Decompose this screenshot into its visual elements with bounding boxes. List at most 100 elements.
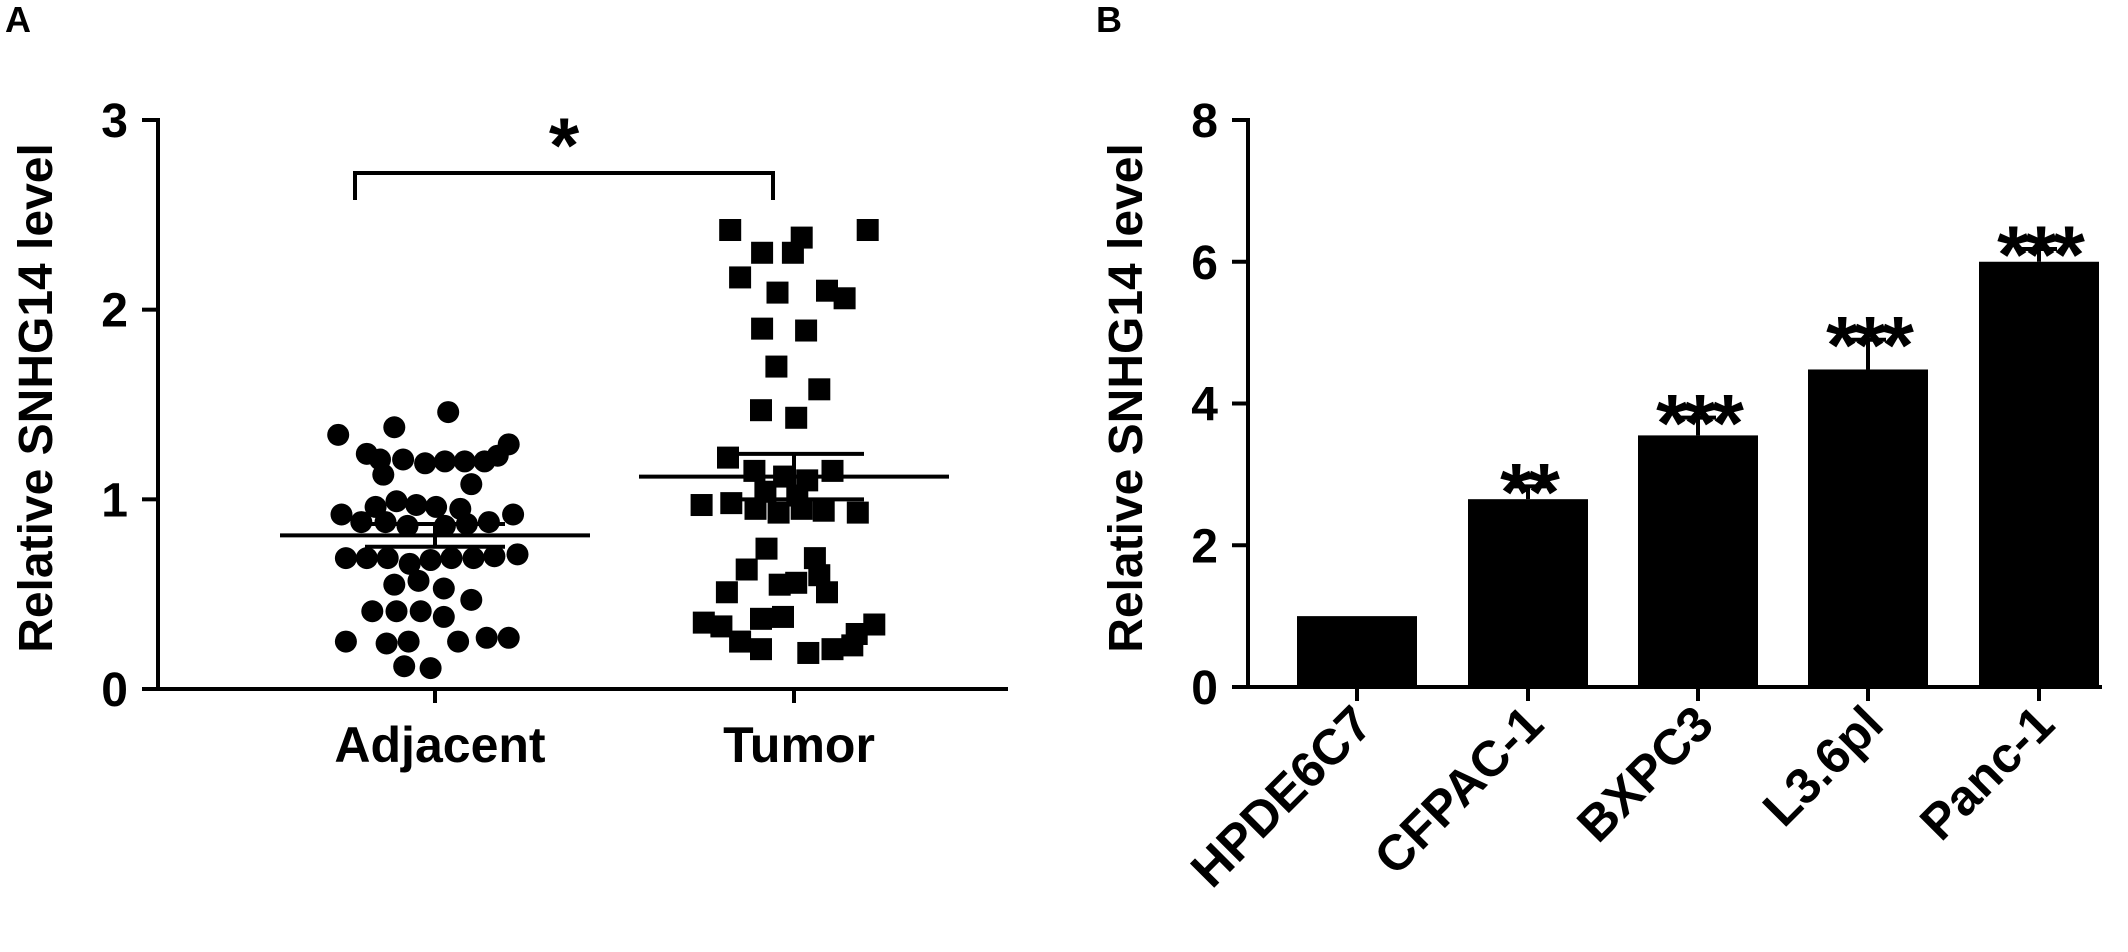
tumor-point	[715, 581, 738, 604]
panel-a-y-axis-title: Relative SNHG14 level	[10, 143, 63, 653]
tumor-point	[790, 497, 813, 520]
adjacent-point	[419, 657, 442, 680]
adjacent-point	[453, 450, 476, 473]
adjacent-point	[425, 495, 448, 518]
tumor-point	[729, 266, 752, 289]
adjacent-point	[460, 588, 483, 611]
adjacent-point	[432, 577, 455, 600]
tumor-point	[690, 494, 713, 517]
tumor-point	[751, 317, 774, 340]
panel-b-y-tick-label: 8	[1191, 95, 1218, 148]
adjacent-point	[372, 463, 395, 486]
adjacent-point	[405, 494, 428, 517]
tumor-point	[821, 638, 844, 661]
adjacent-point	[414, 452, 437, 475]
panel-a-x-labels: Adjacent Tumor	[334, 689, 875, 773]
adjacent-point	[376, 547, 399, 570]
adjacent-point	[460, 473, 483, 496]
tumor-point	[766, 281, 789, 304]
tumor-point	[720, 492, 743, 515]
panel-b-significance: ***********	[1500, 210, 2089, 538]
panel-b-y-tick-label: 2	[1191, 520, 1218, 573]
tumor-point	[803, 547, 826, 570]
panel-b-y-tick-label: 6	[1191, 237, 1218, 290]
tumor-point	[785, 406, 808, 429]
adjacent-point	[392, 448, 415, 471]
adjacent-point	[383, 573, 406, 596]
tumor-point	[812, 499, 835, 522]
adjacent-point	[497, 626, 520, 649]
adjacent-point	[433, 450, 456, 473]
tumor-point	[744, 497, 767, 520]
tumor-point	[751, 241, 774, 264]
tumor-point	[754, 480, 777, 503]
adjacent-point	[397, 630, 420, 653]
significance-marker: *	[549, 101, 580, 189]
adjacent-point	[398, 552, 421, 575]
panel-b-x-tick-label: CFPAC-1	[1364, 695, 1554, 885]
tumor-point	[808, 378, 831, 401]
adjacent-point	[486, 444, 509, 467]
adjacent-point	[506, 543, 529, 566]
significance-l3.6pl: ***	[1826, 301, 1914, 392]
tumor-point	[781, 241, 804, 264]
adjacent-point	[361, 600, 384, 623]
panel-b-x-tick-label: L3.6pl	[1752, 695, 1894, 837]
panel-a-y-tick-label: 3	[101, 95, 128, 148]
adjacent-point	[350, 511, 373, 534]
tumor-point	[729, 630, 752, 653]
tumor-point	[765, 355, 788, 378]
significance-bxpc3: ***	[1656, 379, 1744, 470]
adjacent-point	[327, 423, 350, 446]
tumor-point	[719, 219, 742, 242]
panel-b-label: B	[1096, 0, 1122, 40]
significance-panc-1: ***	[1997, 210, 2085, 301]
panel-b-y-axis-title: Relative SNHG14 level	[1100, 143, 1153, 653]
significance-bracket	[353, 171, 775, 200]
panel-b-x-tick-label: HPDE6C7	[1180, 695, 1383, 898]
adjacent-point	[385, 490, 408, 513]
tumor-point	[846, 501, 869, 524]
tumor-point	[797, 641, 820, 664]
tumor-point	[808, 564, 831, 587]
adjacent-point	[447, 630, 470, 653]
tumor-point	[755, 537, 778, 560]
tumor-point	[821, 459, 844, 482]
panel-a-points	[327, 219, 886, 680]
bar-hpde6c7	[1297, 616, 1417, 687]
tumor-point	[750, 399, 772, 422]
tumor-point	[710, 615, 733, 638]
tumor-point	[863, 613, 886, 636]
tumor-point	[750, 638, 772, 661]
panel-a-y-ticks: 0 1 2 3	[101, 95, 158, 717]
tumor-point	[767, 501, 790, 524]
significance-cfpac-1: **	[1500, 447, 1560, 538]
bar-panc-1	[1979, 261, 2099, 687]
panel-a-x-tick-label: Adjacent	[334, 717, 546, 773]
panel-b-bars	[1297, 261, 2099, 687]
tumor-point	[743, 459, 766, 482]
adjacent-point	[462, 547, 485, 570]
adjacent-point	[440, 547, 463, 570]
panel-b-x-tick-label: Panc-1	[1909, 695, 2065, 851]
panel-b-y-tick-label: 4	[1191, 379, 1218, 432]
tumor-point	[692, 611, 715, 634]
panel-b-error-bars	[1510, 246, 2057, 500]
adjacent-point	[375, 632, 398, 655]
tumor-point	[841, 634, 864, 657]
panel-a-y-tick-label: 1	[101, 474, 128, 527]
tumor-point	[816, 279, 838, 302]
panel-b-x-tick-label: BXPC3	[1566, 695, 1723, 852]
adjacent-point	[385, 600, 408, 623]
adjacent-point	[419, 549, 442, 572]
adjacent-point	[334, 630, 357, 653]
panel-a-y-tick-label: 2	[101, 285, 128, 338]
tumor-point	[750, 607, 772, 630]
panel-a-axes	[156, 118, 1008, 691]
panel-a-y-tick-label: 0	[101, 664, 128, 717]
adjacent-point	[475, 626, 498, 649]
adjacent-point	[432, 605, 455, 628]
